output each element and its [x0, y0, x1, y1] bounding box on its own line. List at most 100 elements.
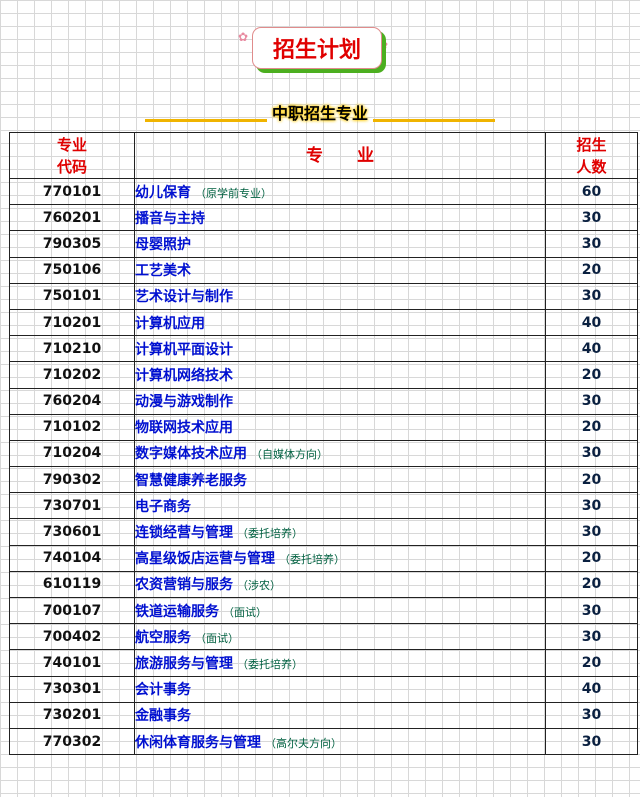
major-code: 710102: [9, 413, 135, 441]
enrollment-count: 30: [545, 492, 638, 520]
major-note: （面试）: [223, 605, 267, 619]
enrollment-count: 40: [545, 308, 638, 337]
major-code: 750101: [9, 282, 135, 310]
enrollment-count: 20: [545, 466, 638, 494]
major-name: 艺术设计与制作: [135, 289, 233, 306]
major-code: 710210: [9, 335, 135, 363]
table-row: 610119 农资营销与服务 （涉农） 20: [9, 570, 638, 599]
major-code: 730601: [9, 518, 135, 546]
table-row: 710102 物联网技术应用 20: [9, 413, 638, 441]
major-cell: 计算机网络技术: [134, 361, 546, 389]
major-note: （涉农）: [237, 579, 281, 593]
major-cell: 艺术设计与制作: [134, 282, 546, 310]
major-cell: 智慧健康养老服务: [134, 466, 546, 494]
major-code: 760201: [9, 204, 135, 232]
major-code: 790302: [9, 466, 135, 494]
major-name: 计算机应用: [135, 315, 205, 332]
major-name: 电子商务: [135, 498, 191, 515]
header-code: 专业代码: [9, 132, 135, 179]
major-name: 铁道运输服务: [135, 603, 219, 620]
major-name: 母婴照护: [135, 236, 191, 253]
enrollment-count: 20: [545, 361, 638, 389]
major-code: 700402: [9, 623, 135, 651]
flower-decoration-icon: ✿: [238, 30, 249, 44]
major-name: 动漫与游戏制作: [135, 394, 233, 411]
major-cell: 母婴照护: [134, 230, 546, 258]
major-note: （原学前专业）: [195, 186, 272, 200]
enrollment-count: 60: [545, 177, 638, 206]
major-cell: 金融事务: [134, 701, 546, 729]
major-code: 770101: [9, 177, 135, 206]
major-code: 750106: [9, 256, 135, 284]
major-note: （委托培养）: [237, 527, 303, 541]
table-row: 730201 金融事务 30: [9, 701, 638, 729]
major-cell: 数字媒体技术应用 （自媒体方向）: [134, 439, 546, 468]
enrollment-count: 30: [545, 230, 638, 258]
table-row: 710202 计算机网络技术 20: [9, 361, 638, 389]
major-code: 710204: [9, 439, 135, 468]
major-name: 连锁经营与管理: [135, 525, 233, 542]
major-cell: 播音与主持: [134, 204, 546, 232]
major-name: 工艺美术: [135, 263, 191, 280]
major-code: 790305: [9, 230, 135, 258]
enrollment-count: 20: [545, 544, 638, 572]
major-name: 会计事务: [135, 682, 191, 699]
major-cell: 铁道运输服务 （面试）: [134, 596, 546, 625]
major-name: 物联网技术应用: [135, 420, 233, 437]
major-cell: 电子商务: [134, 492, 546, 520]
major-code: 740101: [9, 649, 135, 677]
major-note: （委托培养）: [279, 553, 345, 567]
major-name: 幼儿保育: [135, 184, 191, 201]
major-name: 计算机平面设计: [135, 341, 233, 358]
major-cell: 旅游服务与管理 （委托培养）: [134, 649, 546, 677]
enrollment-count: 30: [545, 204, 638, 232]
major-name: 智慧健康养老服务: [135, 472, 247, 489]
header-major: 专 业: [134, 132, 546, 179]
enrollment-count: 20: [545, 570, 638, 599]
table-row: 710204 数字媒体技术应用 （自媒体方向） 30: [9, 439, 638, 468]
major-cell: 会计事务: [134, 675, 546, 703]
table-row: 710201 计算机应用 40: [9, 308, 638, 337]
major-cell: 幼儿保育 （原学前专业）: [134, 177, 546, 206]
table-row: 710210 计算机平面设计 40: [9, 335, 638, 363]
divider: [373, 119, 495, 122]
major-code: 730201: [9, 701, 135, 729]
enrollment-count: 30: [545, 439, 638, 468]
enrollment-count: 30: [545, 518, 638, 546]
major-name: 高星级饭店运营与管理: [135, 551, 275, 568]
table-row: 730301 会计事务 40: [9, 675, 638, 703]
major-cell: 农资营销与服务 （涉农）: [134, 570, 546, 599]
major-code: 760204: [9, 387, 135, 415]
major-name: 计算机网络技术: [135, 367, 233, 384]
major-cell: 工艺美术: [134, 256, 546, 284]
major-code: 740104: [9, 544, 135, 572]
major-cell: 高星级饭店运营与管理 （委托培养）: [134, 544, 546, 572]
major-cell: 航空服务 （面试）: [134, 623, 546, 651]
table-row: 790302 智慧健康养老服务 20: [9, 466, 638, 494]
table-row: 770101 幼儿保育 （原学前专业） 60: [9, 177, 638, 206]
major-code: 730301: [9, 675, 135, 703]
enrollment-count: 30: [545, 727, 638, 756]
table-row: 700107 铁道运输服务 （面试） 30: [9, 596, 638, 625]
major-cell: 物联网技术应用: [134, 413, 546, 441]
major-name: 数字媒体技术应用: [135, 446, 247, 463]
major-note: （委托培养）: [237, 657, 303, 671]
header-count: 招生人数: [545, 132, 638, 179]
table-row: 790305 母婴照护 30: [9, 230, 638, 258]
major-name: 旅游服务与管理: [135, 655, 233, 672]
page-title: 招生计划: [252, 27, 382, 69]
major-name: 金融事务: [135, 708, 191, 725]
enrollment-count: 30: [545, 701, 638, 729]
table-row: 730601 连锁经营与管理 （委托培养） 30: [9, 518, 638, 546]
enrollment-count: 20: [545, 413, 638, 441]
flower-decoration-icon: ✿: [378, 38, 389, 52]
major-note: （高尔夫方向）: [265, 736, 342, 750]
enrollment-count: 20: [545, 256, 638, 284]
enrollment-count: 40: [545, 335, 638, 363]
table-row: 760201 播音与主持 30: [9, 204, 638, 232]
major-code: 610119: [9, 570, 135, 599]
section-title: 中职招生专业: [271, 104, 368, 123]
major-cell: 计算机平面设计: [134, 335, 546, 363]
major-cell: 动漫与游戏制作: [134, 387, 546, 415]
major-code: 770302: [9, 727, 135, 756]
